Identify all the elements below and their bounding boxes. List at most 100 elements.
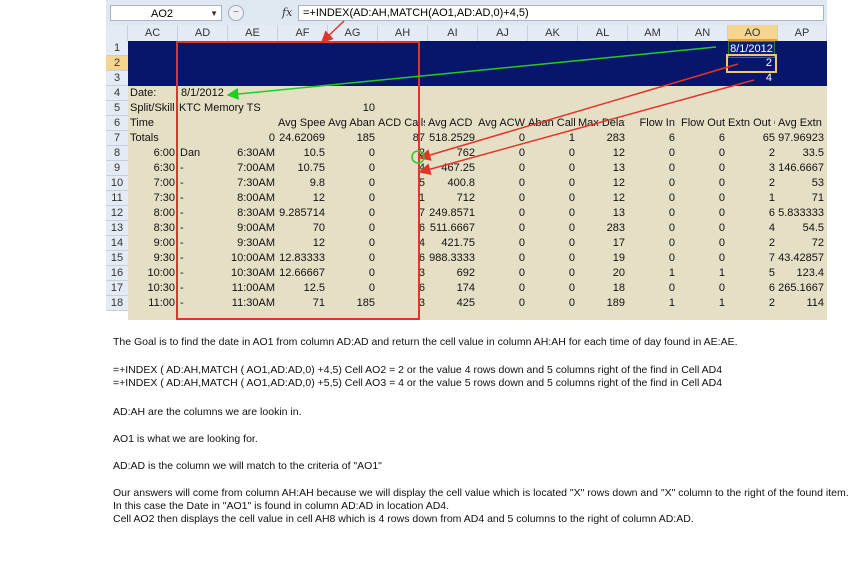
table-cell[interactable]: 1: [718, 267, 725, 279]
table-cell[interactable]: 6: [418, 252, 425, 264]
column-header-ad[interactable]: AD: [178, 25, 228, 41]
row-header-6[interactable]: 6: [106, 116, 128, 131]
row-header-11[interactable]: 11: [106, 191, 128, 206]
table-cell[interactable]: 0: [668, 222, 675, 234]
table-cell[interactable]: -: [180, 252, 184, 264]
table-cell[interactable]: 3: [768, 162, 775, 174]
cell-ao2[interactable]: 2: [726, 54, 777, 73]
totals-cell[interactable]: 6: [718, 132, 725, 144]
table-cell[interactable]: 0: [568, 147, 575, 159]
table-cell[interactable]: 1: [668, 267, 675, 279]
column-header-an[interactable]: AN: [678, 25, 728, 41]
table-cell[interactable]: 7:30: [153, 192, 175, 204]
column-title[interactable]: Avg Extn O: [778, 117, 824, 129]
column-header-ag[interactable]: AG: [328, 25, 378, 41]
name-box[interactable]: AO2 ▼: [110, 5, 222, 21]
table-cell[interactable]: 0: [368, 222, 375, 234]
table-cell[interactable]: 43.42857: [778, 252, 824, 264]
row-header-15[interactable]: 15: [106, 251, 128, 266]
table-cell[interactable]: 0: [518, 192, 525, 204]
table-cell[interactable]: 12: [612, 147, 625, 159]
cell-ad4[interactable]: 8/1/2012: [181, 87, 224, 99]
row-header-9[interactable]: 9: [106, 161, 128, 176]
column-title[interactable]: Max Delay: [578, 117, 625, 129]
table-cell[interactable]: 1: [718, 297, 725, 309]
table-cell[interactable]: 0: [668, 177, 675, 189]
row-header-1[interactable]: 1: [106, 41, 128, 56]
totals-cell[interactable]: 185: [356, 132, 375, 144]
table-cell[interactable]: 17: [612, 237, 625, 249]
column-header-af[interactable]: AF: [278, 25, 328, 41]
table-cell[interactable]: 20: [612, 267, 625, 279]
table-cell[interactable]: 7: [768, 252, 775, 264]
column-header-ah[interactable]: AH: [378, 25, 428, 41]
totals-cell[interactable]: 24.62069: [279, 132, 325, 144]
table-cell[interactable]: 6: [768, 282, 775, 294]
table-cell[interactable]: 692: [456, 267, 475, 279]
table-cell[interactable]: 6:00: [153, 147, 175, 159]
table-cell[interactable]: 12: [612, 177, 625, 189]
table-cell[interactable]: 2: [768, 237, 775, 249]
table-cell[interactable]: 0: [568, 297, 575, 309]
table-cell[interactable]: 2: [768, 297, 775, 309]
table-cell[interactable]: 1: [418, 192, 425, 204]
column-title[interactable]: Flow In: [639, 117, 675, 129]
table-cell[interactable]: 8:30AM: [237, 207, 275, 219]
table-cell[interactable]: 10.75: [297, 162, 325, 174]
column-header-ap[interactable]: AP: [778, 25, 827, 41]
totals-cell[interactable]: 6: [668, 132, 675, 144]
table-cell[interactable]: -: [180, 162, 184, 174]
table-cell[interactable]: 0: [718, 192, 725, 204]
table-cell[interactable]: 265.1667: [778, 282, 824, 294]
table-cell[interactable]: 9.8: [309, 177, 325, 189]
table-cell[interactable]: 185: [356, 297, 375, 309]
column-header-aj[interactable]: AJ: [478, 25, 528, 41]
table-cell[interactable]: 13: [612, 162, 625, 174]
table-cell[interactable]: 6:30AM: [237, 147, 275, 159]
table-cell[interactable]: -: [180, 192, 184, 204]
row-header-7[interactable]: 7: [106, 131, 128, 146]
table-cell[interactable]: 400.8: [447, 177, 475, 189]
table-cell[interactable]: 0: [568, 252, 575, 264]
table-cell[interactable]: 0: [668, 282, 675, 294]
table-cell[interactable]: 6: [768, 207, 775, 219]
table-cell[interactable]: 0: [368, 147, 375, 159]
table-cell[interactable]: 0: [668, 162, 675, 174]
table-cell[interactable]: 174: [456, 282, 475, 294]
table-cell[interactable]: 0: [368, 267, 375, 279]
table-cell[interactable]: 0: [718, 222, 725, 234]
table-cell[interactable]: 0: [368, 162, 375, 174]
table-cell[interactable]: 0: [668, 237, 675, 249]
table-cell[interactable]: 0: [568, 267, 575, 279]
column-title[interactable]: Extn Out C: [728, 117, 775, 129]
table-cell[interactable]: 0: [568, 207, 575, 219]
table-cell[interactable]: Dan: [180, 147, 201, 159]
column-header-ak[interactable]: AK: [528, 25, 578, 41]
table-cell[interactable]: 1: [768, 192, 775, 204]
table-cell[interactable]: 0: [668, 252, 675, 264]
select-all-corner[interactable]: [106, 25, 128, 41]
row-header-4[interactable]: 4: [106, 86, 128, 101]
table-cell[interactable]: 4: [768, 222, 775, 234]
table-cell[interactable]: 0: [368, 192, 375, 204]
table-cell[interactable]: 12: [612, 192, 625, 204]
table-cell[interactable]: 53: [811, 177, 824, 189]
column-title[interactable]: Avg ACD T: [428, 117, 475, 129]
table-cell[interactable]: 5: [418, 177, 425, 189]
table-cell[interactable]: 114: [806, 297, 824, 309]
column-header-al[interactable]: AL: [578, 25, 628, 41]
table-cell[interactable]: 13: [612, 207, 625, 219]
row-header-5[interactable]: 5: [106, 101, 128, 116]
table-cell[interactable]: -: [180, 297, 184, 309]
table-cell[interactable]: 421.75: [441, 237, 475, 249]
table-cell[interactable]: 5.833333: [778, 207, 824, 219]
table-cell[interactable]: 467.25: [441, 162, 475, 174]
totals-cell[interactable]: 65: [762, 132, 775, 144]
table-cell[interactable]: 249.8571: [429, 207, 475, 219]
table-cell[interactable]: 9:00AM: [237, 222, 275, 234]
column-title[interactable]: Avg Speed: [278, 117, 325, 129]
table-cell[interactable]: 8:30: [153, 222, 175, 234]
table-cell[interactable]: 0: [518, 207, 525, 219]
table-cell[interactable]: 33.5: [802, 147, 824, 159]
table-cell[interactable]: 1: [668, 297, 675, 309]
